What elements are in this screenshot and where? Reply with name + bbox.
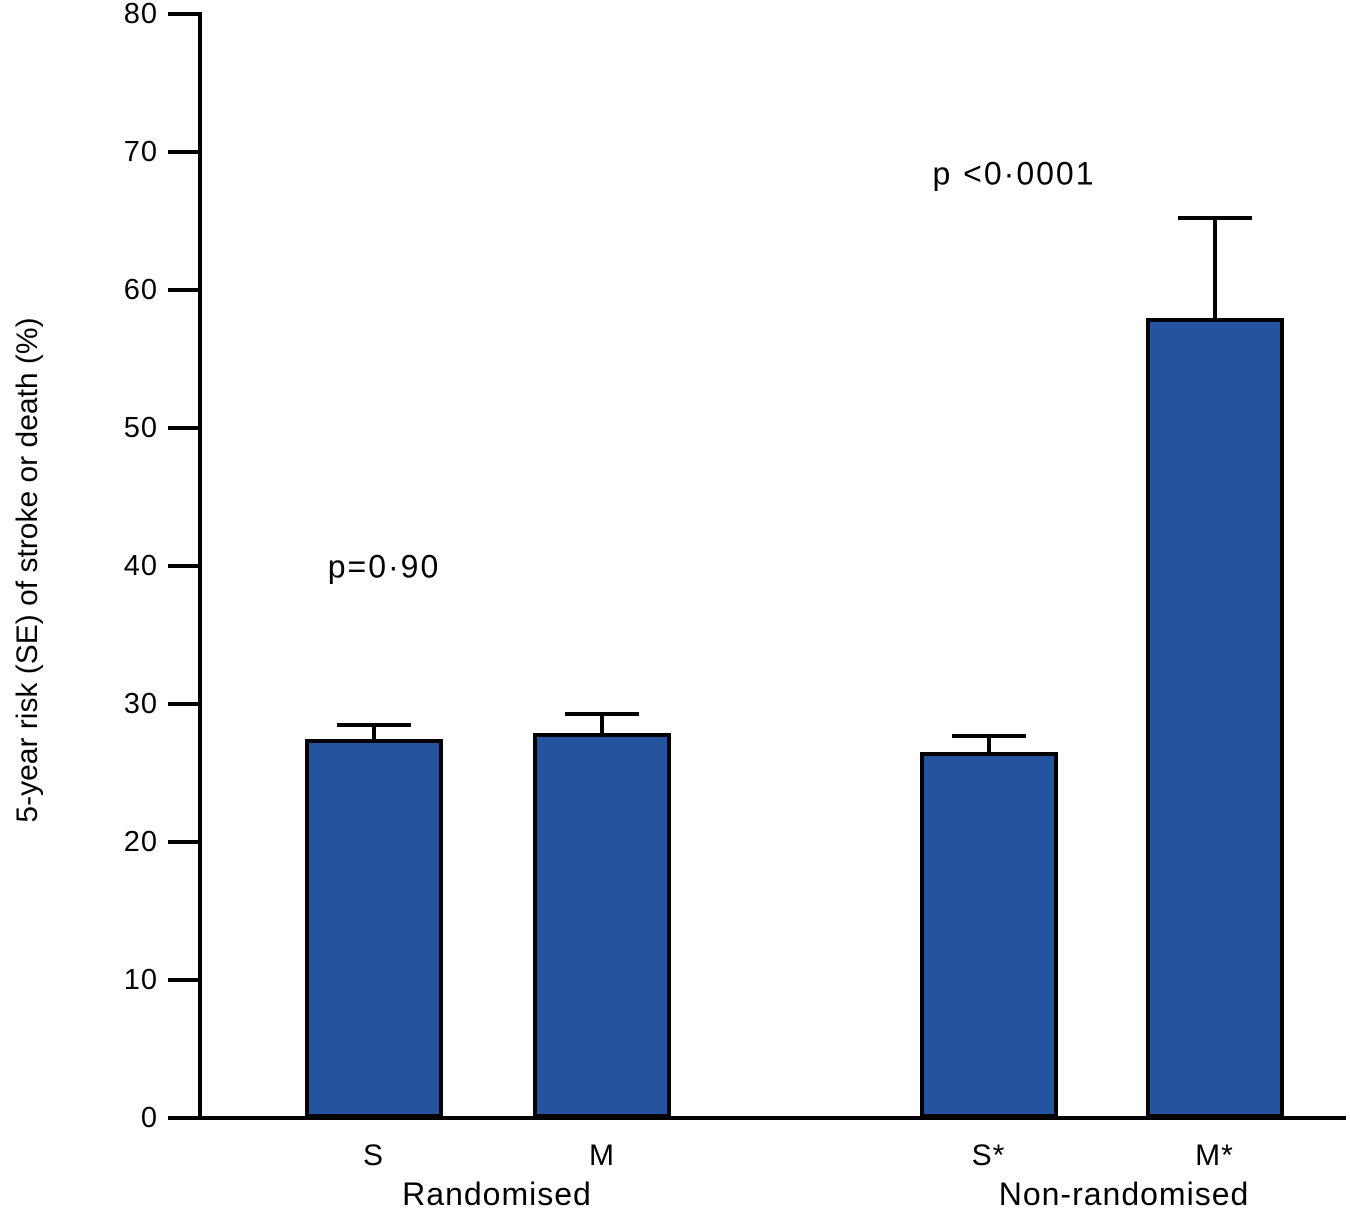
error-cap-S-star [951,733,1026,738]
y-tick-10 [168,978,200,982]
bar-S [304,738,443,1118]
error-cap-M-star [1177,216,1252,221]
y-tick-30 [168,702,200,706]
y-tick-60 [168,288,200,292]
y-tick-20 [168,840,200,844]
y-tick-40 [168,564,200,568]
y-tick-label-10: 10 [123,964,158,996]
group-label-randomised: Randomised [402,1176,592,1212]
y-tick-label-80: 80 [123,0,158,30]
bar-S-star [919,752,1058,1118]
y-tick-label-50: 50 [123,412,158,444]
y-tick-label-70: 70 [123,136,158,168]
y-tick-label-40: 40 [123,550,158,582]
category-label-S-star: S* [971,1139,1006,1172]
x-axis-line [168,1116,1346,1120]
error-cap-M [565,711,639,716]
error-stem-S [371,724,376,741]
y-tick-label-20: 20 [123,826,158,858]
group-label-non-randomised: Non-randomised [998,1176,1250,1212]
y-axis-line [198,12,202,1120]
y-tick-80 [168,12,200,16]
y-tick-0 [168,1116,200,1120]
error-stem-S-star [986,735,991,755]
error-stem-M-star [1212,218,1217,320]
category-label-M: M [589,1139,615,1172]
category-label-M-star: M* [1195,1139,1234,1172]
y-tick-label-60: 60 [123,274,158,306]
p-value-annotation-non-randomised: p <0·0001 [932,155,1096,192]
bar-M-star [1145,317,1284,1118]
y-tick-50 [168,426,200,430]
p-value-annotation-randomised: p=0·90 [327,548,441,585]
error-cap-S [336,722,411,727]
category-label-S: S [362,1139,384,1172]
bar-M [533,732,671,1118]
error-stem-M [600,713,604,735]
y-tick-label-30: 30 [123,688,158,720]
y-tick-70 [168,150,200,154]
y-tick-label-0: 0 [140,1102,158,1134]
